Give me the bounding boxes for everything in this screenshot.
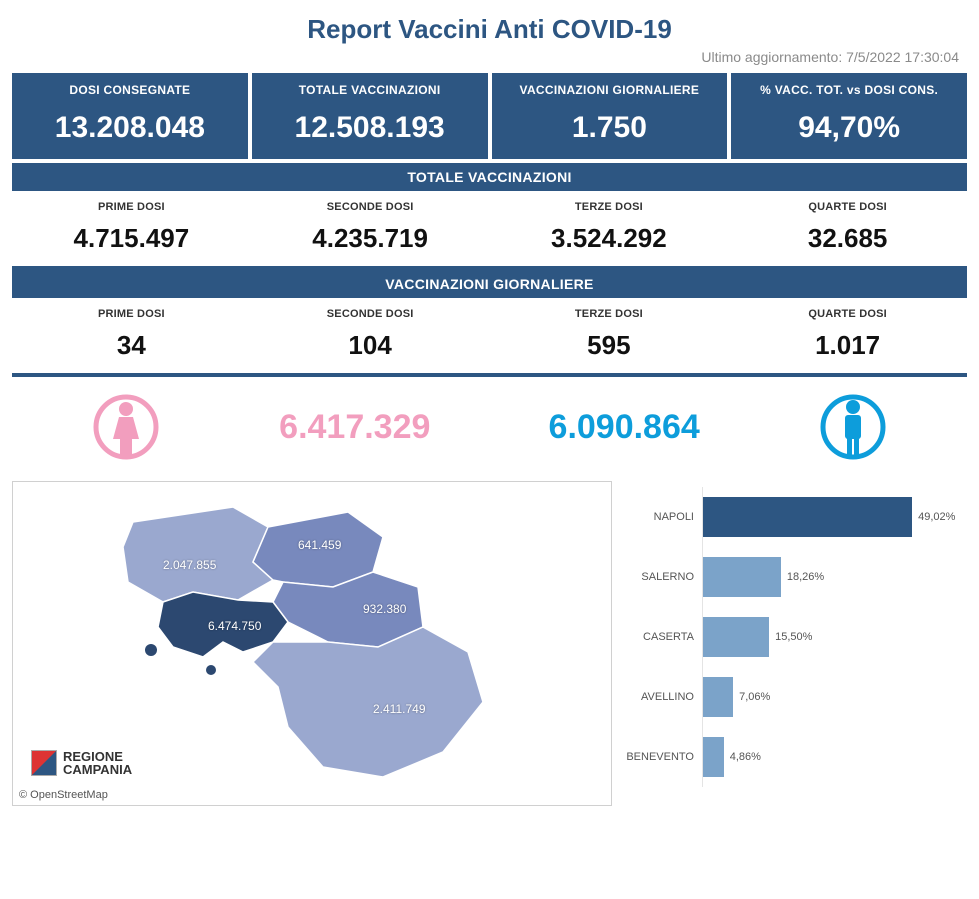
cell-value: 34 [16, 330, 247, 361]
cell-value: 595 [494, 330, 725, 361]
bar-fill [703, 677, 733, 717]
map-value-label: 2.047.855 [163, 558, 216, 572]
bar-pct: 15,50% [769, 631, 812, 643]
cell-label: QUARTE DOSI [732, 201, 963, 223]
bar-pct: 7,06% [733, 691, 770, 703]
map-value-label: 2.411.749 [373, 702, 426, 716]
bar-track: 4,86% [702, 727, 959, 787]
card-value: 13.208.048 [18, 111, 242, 145]
card-label: DOSI CONSEGNATE [18, 83, 242, 111]
bar-fill [703, 737, 724, 777]
cell-value: 3.524.292 [494, 223, 725, 254]
cell-label: QUARTE DOSI [732, 308, 963, 330]
bar-name: NAPOLI [624, 511, 702, 523]
bar-row: BENEVENTO 4,86% [624, 727, 959, 787]
cell-value: 104 [255, 330, 486, 361]
cell-value: 32.685 [732, 223, 963, 254]
card-label: TOTALE VACCINAZIONI [258, 83, 482, 111]
bottom-row: 2.047.855 641.459 932.380 6.474.750 2.411.74… [12, 481, 967, 806]
bar-row: NAPOLI 49,02% [624, 487, 959, 547]
last-update-value: 7/5/2022 17:30:04 [846, 49, 959, 65]
giornaliere-cell: QUARTE DOSI1.017 [728, 298, 967, 373]
bar-row: SALERNO 18,26% [624, 547, 959, 607]
female-value: 6.417.329 [279, 408, 430, 447]
bar-pct: 49,02% [912, 511, 955, 523]
bar-pct: 4,86% [724, 751, 761, 763]
bar-chart: NAPOLI 49,02% SALERNO 18,26% CASERTA 15,50% AV… [620, 481, 967, 806]
cell-label: TERZE DOSI [494, 201, 725, 223]
last-update: Ultimo aggiornamento: 7/5/2022 17:30:04 [12, 47, 967, 73]
bar-row: AVELLINO 7,06% [624, 667, 959, 727]
bar-row: CASERTA 15,50% [624, 607, 959, 667]
top-card: % VACC. TOT. vs DOSI CONS.94,70% [731, 73, 967, 159]
bar-pct: 18,26% [781, 571, 824, 583]
region-logo-text: REGIONECAMPANIA [63, 750, 132, 777]
bar-fill [703, 617, 769, 657]
giornaliere-cell: PRIME DOSI34 [12, 298, 251, 373]
cell-label: PRIME DOSI [16, 308, 247, 330]
map-island [206, 665, 216, 675]
giornaliere-header: VACCINAZIONI GIORNALIERE [12, 270, 967, 298]
bar-name: BENEVENTO [624, 751, 702, 763]
card-value: 1.750 [498, 111, 722, 145]
totale-cell: PRIME DOSI4.715.497 [12, 191, 251, 266]
campania-map [73, 492, 553, 792]
giornaliere-cell: TERZE DOSI595 [490, 298, 729, 373]
bar-track: 18,26% [702, 547, 959, 607]
map-salerno [253, 627, 483, 777]
top-card: TOTALE VACCINAZIONI12.508.193 [252, 73, 488, 159]
giornaliere-cell: SECONDE DOSI104 [251, 298, 490, 373]
bar-fill [703, 557, 781, 597]
page-title: Report Vaccini Anti COVID-19 [12, 8, 967, 47]
bar-name: AVELLINO [624, 691, 702, 703]
cell-label: TERZE DOSI [494, 308, 725, 330]
card-label: VACCINAZIONI GIORNALIERE [498, 83, 722, 111]
map-panel: 2.047.855 641.459 932.380 6.474.750 2.411.74… [12, 481, 612, 806]
bar-track: 15,50% [702, 607, 959, 667]
cell-label: PRIME DOSI [16, 201, 247, 223]
top-card: VACCINAZIONI GIORNALIERE1.750 [492, 73, 728, 159]
map-island [145, 644, 157, 656]
gender-row: 6.417.329 6.090.864 [12, 377, 967, 481]
last-update-label: Ultimo aggiornamento: [701, 49, 842, 65]
card-value: 12.508.193 [258, 111, 482, 145]
top-card: DOSI CONSEGNATE13.208.048 [12, 73, 248, 159]
totale-cell: TERZE DOSI3.524.292 [490, 191, 729, 266]
totale-row: PRIME DOSI4.715.497SECONDE DOSI4.235.719… [12, 191, 967, 270]
female-icon [91, 387, 161, 467]
bar-track: 49,02% [702, 487, 959, 547]
cell-label: SECONDE DOSI [255, 201, 486, 223]
bar-track: 7,06% [702, 667, 959, 727]
bar-name: CASERTA [624, 631, 702, 643]
cell-value: 4.235.719 [255, 223, 486, 254]
map-value-label: 932.380 [363, 602, 406, 616]
osm-credit: © OpenStreetMap [19, 789, 108, 801]
card-label: % VACC. TOT. vs DOSI CONS. [737, 83, 961, 111]
map-value-label: 6.474.750 [208, 619, 261, 633]
bar-fill [703, 497, 912, 537]
cell-label: SECONDE DOSI [255, 308, 486, 330]
giornaliere-row: PRIME DOSI34SECONDE DOSI104TERZE DOSI595… [12, 298, 967, 377]
map-caserta [123, 507, 273, 602]
top-cards-row: DOSI CONSEGNATE13.208.048TOTALE VACCINAZ… [12, 73, 967, 159]
cell-value: 4.715.497 [16, 223, 247, 254]
card-value: 94,70% [737, 111, 961, 145]
region-logo-icon [31, 750, 57, 776]
male-value: 6.090.864 [549, 408, 700, 447]
map-value-label: 641.459 [298, 538, 341, 552]
totale-header: TOTALE VACCINAZIONI [12, 163, 967, 191]
totale-cell: QUARTE DOSI32.685 [728, 191, 967, 266]
region-logo: REGIONECAMPANIA [31, 750, 132, 777]
male-icon [818, 387, 888, 467]
totale-cell: SECONDE DOSI4.235.719 [251, 191, 490, 266]
bar-name: SALERNO [624, 571, 702, 583]
cell-value: 1.017 [732, 330, 963, 361]
